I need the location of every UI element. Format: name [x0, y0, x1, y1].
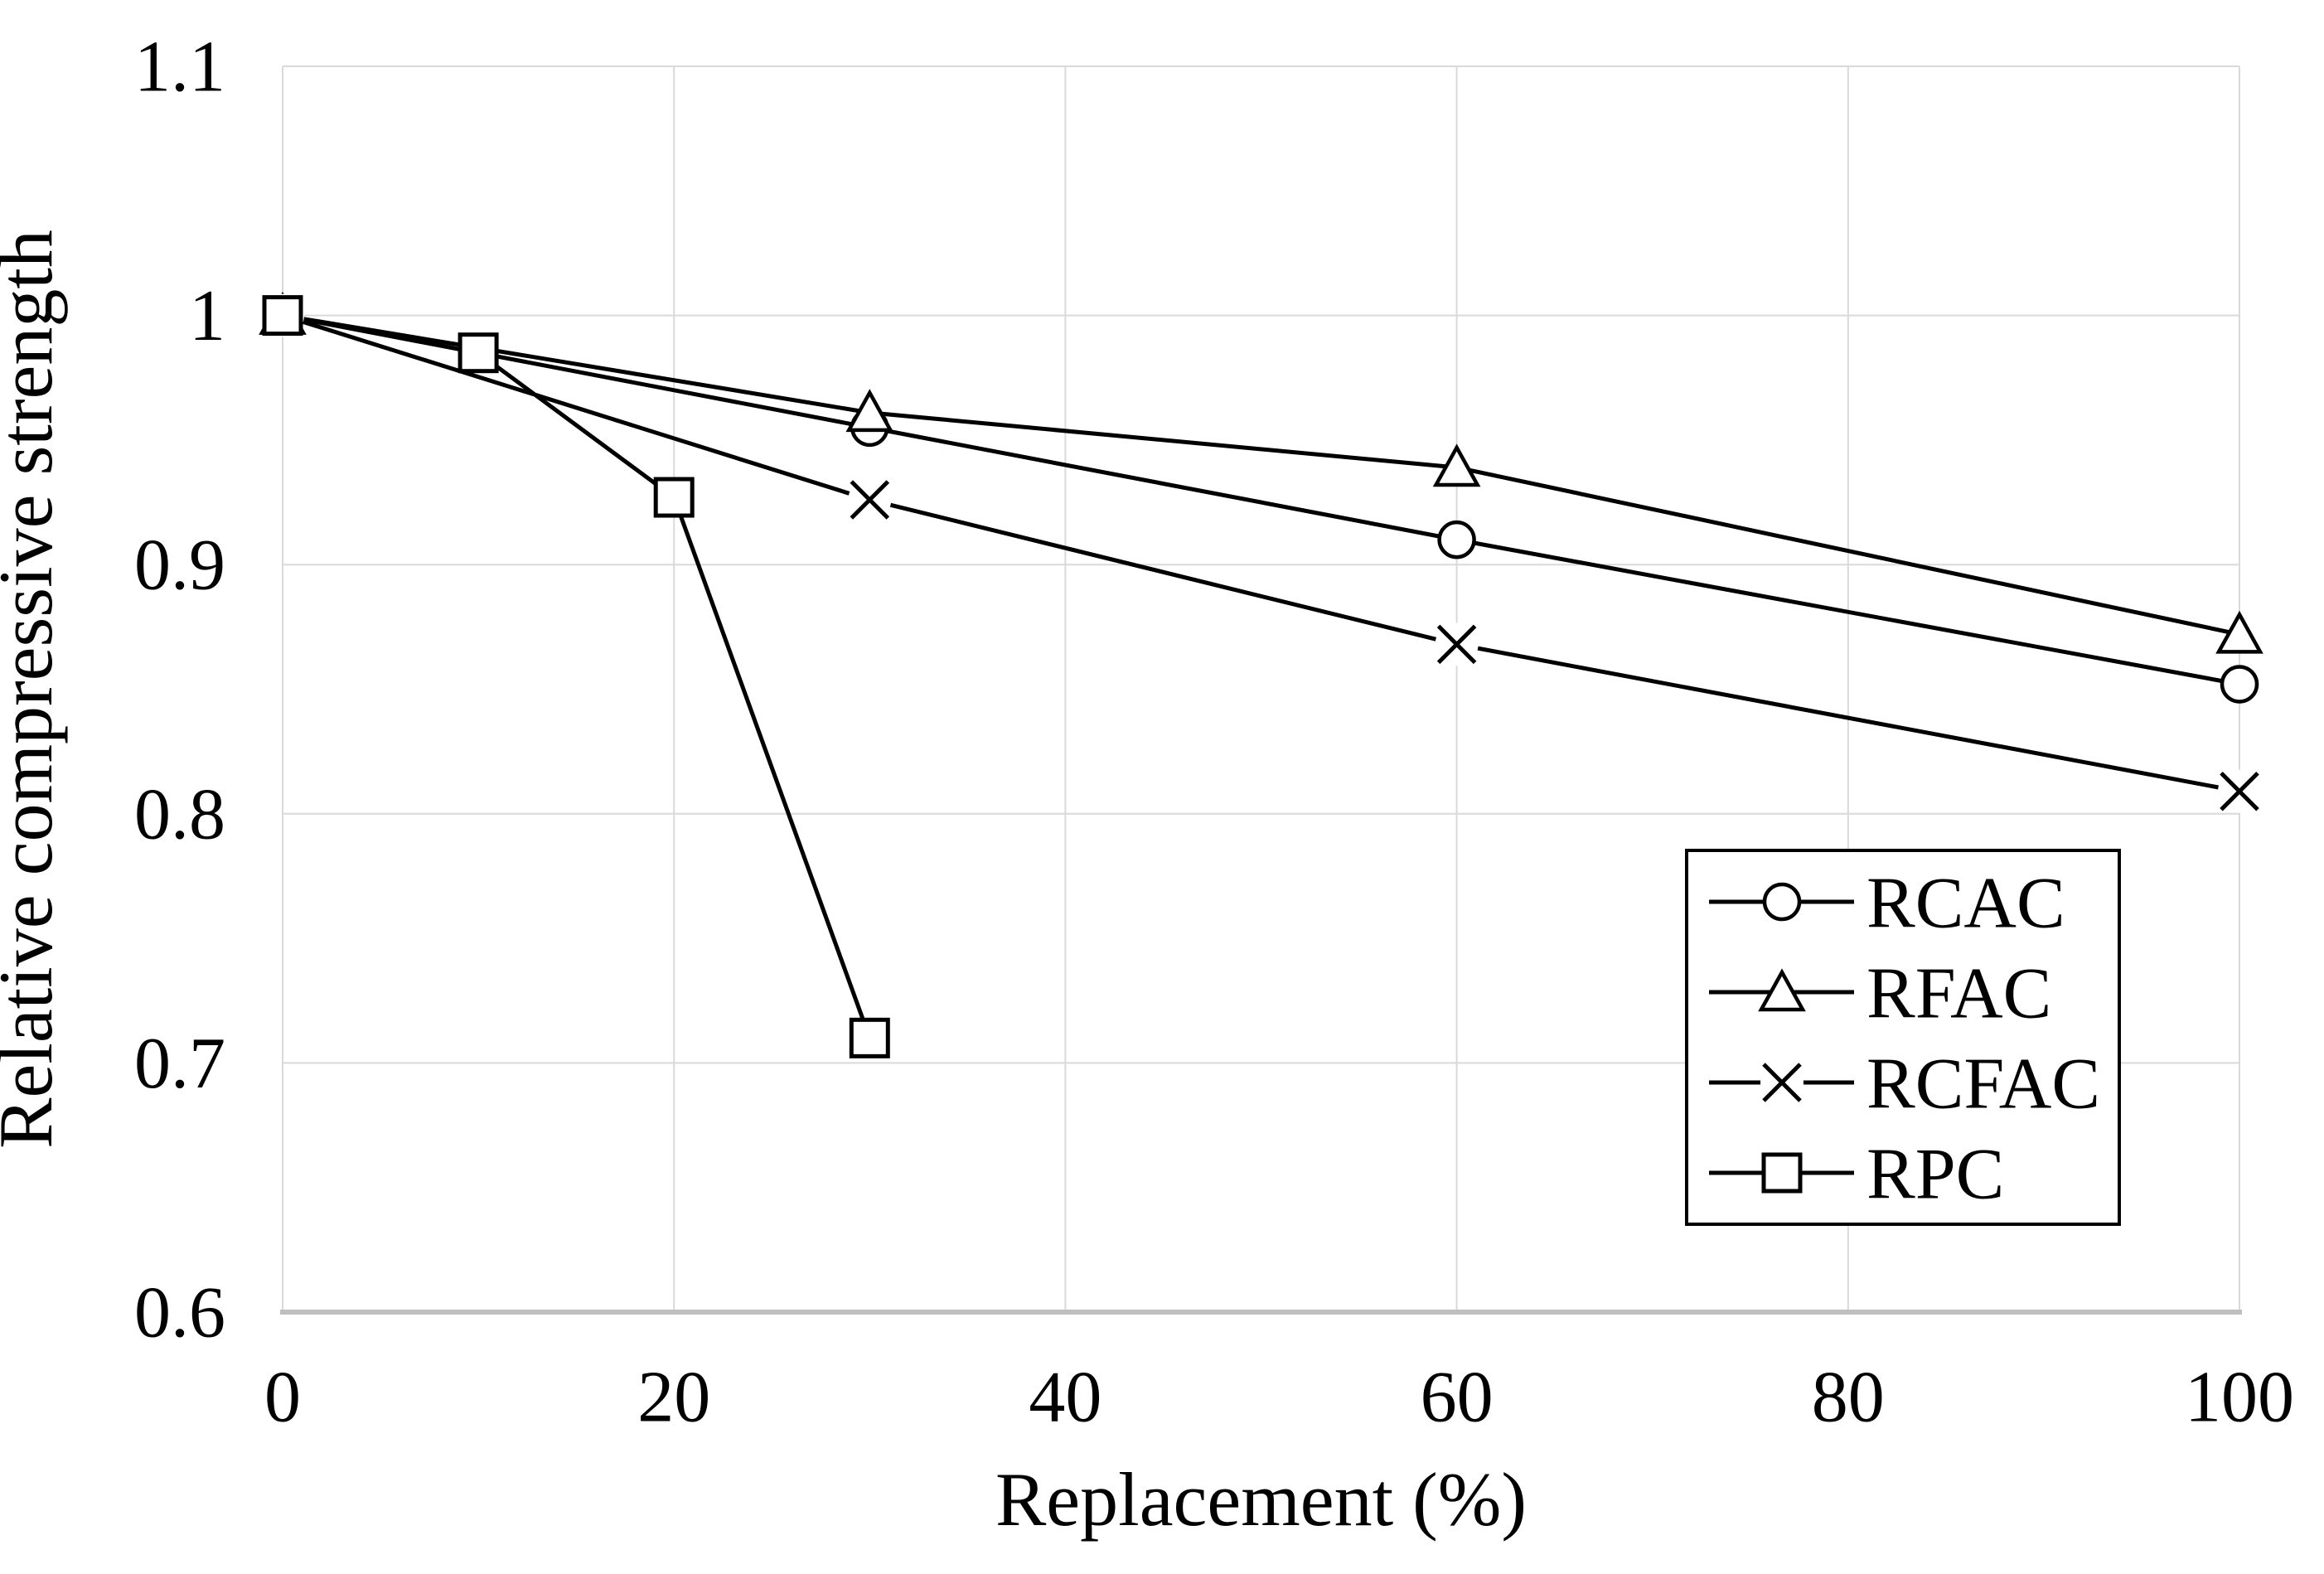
series-RCFAC-line [282, 313, 2240, 794]
y-axis-tick-label: 1.1 [134, 27, 225, 108]
axis-tick-labels: 0.6 0.7 0.8 0.9 1 1.1 0 20 40 60 80 100 [134, 27, 2294, 1438]
legend-label: RPC [1866, 1135, 2004, 1215]
x-axis-tick-label: 20 [637, 1358, 710, 1438]
legend-item-RFAC: RFAC [1709, 954, 2051, 1034]
series-RPC-line [282, 313, 872, 1039]
y-axis-tick-label: 0.9 [134, 525, 225, 606]
square-marker-icon [262, 295, 303, 337]
legend-label: RFAC [1866, 954, 2051, 1034]
x-axis-title: Replacement (%) [995, 1457, 1527, 1542]
legend-label: RCFAC [1866, 1044, 2100, 1125]
circle-marker-icon [1762, 882, 1802, 922]
y-axis-tick-label: 1 [189, 276, 225, 356]
x-marker-icon [1436, 624, 1477, 665]
series-RFAC-line [282, 313, 2240, 637]
series-lines [282, 313, 2240, 1039]
x-marker-icon [850, 480, 890, 520]
plot-gridlines [282, 65, 2240, 1313]
series-RCAC-markers [263, 296, 2259, 704]
x-axis-tick-label: 0 [264, 1358, 301, 1438]
series-RCAC-line [282, 313, 2240, 686]
y-axis-title: Relative compressive strength [0, 230, 68, 1149]
series-RPC-markers [262, 295, 890, 1058]
triangle-marker-icon [1432, 443, 1481, 487]
y-axis-tick-label: 0.8 [134, 774, 225, 855]
square-marker-icon [458, 332, 499, 374]
y-axis-tick-label: 0.6 [134, 1273, 225, 1354]
x-marker-icon [1762, 1063, 1802, 1102]
square-marker-icon [653, 477, 695, 518]
legend: RCAC RFAC RCFAC RPC [1685, 849, 2121, 1226]
circle-marker-icon [1437, 520, 1476, 559]
circle-marker-icon [2220, 665, 2259, 704]
x-axis-tick-label: 80 [1812, 1358, 1885, 1438]
triangle-marker-icon [1758, 968, 1806, 1012]
legend-label: RCAC [1866, 864, 2065, 944]
square-marker-icon [1761, 1152, 1803, 1194]
series-RFAC-markers [259, 291, 2263, 654]
legend-box [1685, 849, 2121, 1226]
y-axis-tick-label: 0.7 [134, 1024, 225, 1104]
x-axis-tick-label: 40 [1029, 1358, 1101, 1438]
square-marker-icon [849, 1017, 890, 1058]
x-axis-tick-label: 100 [2185, 1358, 2294, 1438]
x-marker-icon [2220, 771, 2259, 811]
triangle-marker-icon [845, 389, 894, 433]
legend-item-RCAC: RCAC [1709, 864, 2065, 944]
x-axis-tick-label: 60 [1421, 1358, 1494, 1438]
triangle-marker-icon [2215, 610, 2263, 654]
legend-item-RPC: RPC [1709, 1135, 2004, 1215]
series-RCFAC-markers [261, 293, 2261, 813]
legend-item-RCFAC: RCFAC [1709, 1044, 2100, 1125]
